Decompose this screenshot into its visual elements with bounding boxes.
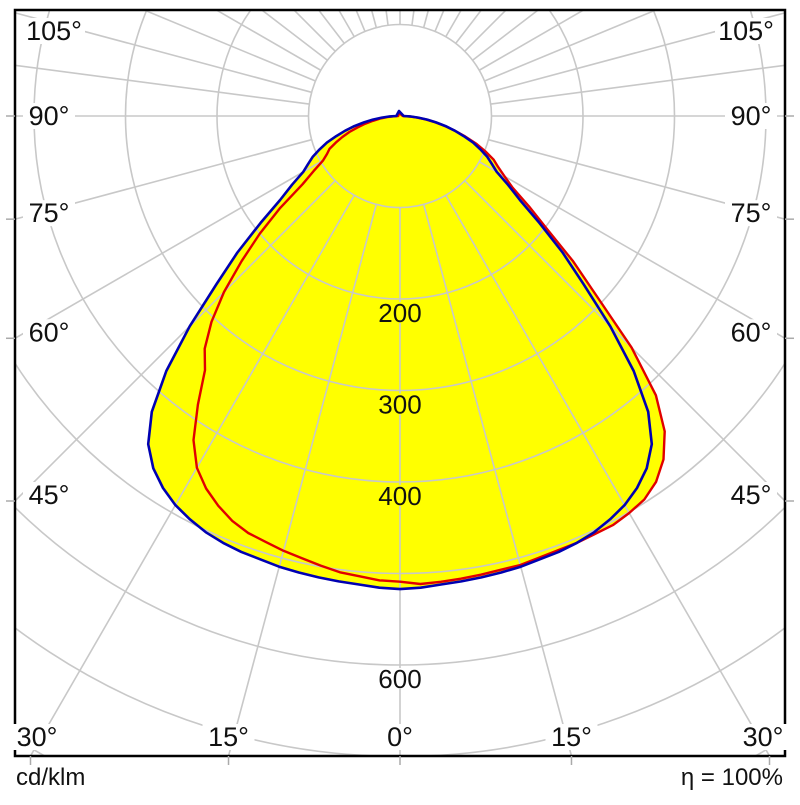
grid-spoke-45: [464, 180, 785, 503]
grid-spoke-75: [488, 138, 785, 220]
angle-label-left-45-text: 45°: [29, 480, 70, 510]
angle-label-right-75: 75°: [725, 198, 777, 228]
curve-red: [192, 111, 666, 586]
angle-label-left-30-text: 30°: [17, 722, 58, 752]
angle-label-right-15: 15°: [545, 722, 598, 752]
angle-label-left-105: 105°: [23, 16, 85, 46]
angle-label-right-45-text: 45°: [731, 480, 772, 510]
angle-label-right-45-bg: [725, 482, 777, 508]
angle-label-right-105-bg: [715, 18, 777, 44]
radial-label-200: 200: [375, 298, 425, 328]
angle-label-right-90-bg: [725, 103, 777, 129]
angle-label-left-75-bg: [23, 200, 75, 227]
grid-spoke-60: [478, 161, 785, 340]
angle-label-left-90: 90°: [23, 101, 75, 131]
angle-label-right-30-text: 30°: [743, 722, 784, 752]
grid-spoke-105: [15, 12, 312, 94]
angle-label-left-75: 75°: [23, 198, 75, 228]
grid-spoke-15: [422, 204, 573, 756]
angle-label-left-60-text: 60°: [29, 317, 70, 347]
angle-label-right-30-bg: [737, 724, 789, 750]
grid-spoke-45: [15, 180, 336, 503]
radial-label-text: 200: [378, 298, 421, 328]
angle-label-right-15-bg: [545, 724, 598, 750]
angle-label-left-90-bg: [23, 103, 75, 129]
angle-label-0-bg: [378, 724, 422, 750]
angle-label-left-60: 60°: [23, 317, 75, 347]
radial-label-bg: [375, 668, 425, 689]
angle-label-right-105-text: 105°: [718, 16, 774, 46]
efficiency-label: η = 100%: [680, 764, 783, 791]
radial-label-400: 400: [375, 481, 425, 511]
angle-label-left-45-bg: [23, 482, 75, 508]
angle-label-right-45: 45°: [725, 480, 777, 510]
angle-label-right-75-bg: [725, 200, 777, 227]
unit-label: cd/klm: [16, 764, 86, 791]
angle-label-left-45: 45°: [23, 480, 75, 510]
angle-label-right-60-bg: [725, 319, 777, 346]
grid-spoke-30: [445, 194, 771, 756]
radial-label-text: 600: [378, 664, 421, 694]
angle-label-right-30: 30°: [737, 722, 789, 752]
angle-label-right-90-text: 90°: [731, 101, 772, 131]
radial-label-text: 400: [378, 481, 421, 511]
frame-ticks: [6, 115, 794, 765]
radial-label-600: 600: [375, 664, 425, 694]
angle-label-right-75-text: 75°: [731, 198, 772, 228]
angle-label-0-text: 0°: [387, 722, 413, 752]
angle-label-left-30: 30°: [11, 722, 63, 752]
angle-label-left-15-text: 15°: [208, 722, 249, 752]
angle-label-left-60-bg: [23, 319, 75, 346]
radial-label-text: 300: [378, 390, 421, 420]
grid-spoke-105: [488, 12, 785, 94]
angle-label-left-15-bg: [202, 724, 255, 750]
angle-label-left-15: 15°: [202, 722, 255, 752]
angle-label-right-90: 90°: [725, 101, 777, 131]
angle-label-right-60-text: 60°: [731, 317, 772, 347]
radial-label-bg: [375, 302, 425, 323]
angle-label-left-30-bg: [11, 724, 63, 750]
grid-spoke-97.5: [490, 64, 785, 105]
angle-label-0: 0°: [378, 722, 422, 752]
grid-spoke-30: [29, 194, 355, 756]
angle-label-left-75-text: 75°: [29, 198, 70, 228]
grid-spoke-15: [227, 204, 378, 756]
angle-label-left-105-text: 105°: [26, 16, 82, 46]
grid-spoke-112.5: [142, 10, 316, 82]
angle-label-left-90-text: 90°: [29, 101, 70, 131]
curve-blue: [146, 109, 654, 591]
grid-spoke-75: [15, 138, 312, 220]
angle-label-left-105-bg: [23, 18, 85, 44]
grid-spoke-60: [15, 161, 322, 340]
angle-label-right-105: 105°: [715, 16, 777, 46]
radial-label-bg: [375, 393, 425, 415]
grid-spoke-112.5: [484, 10, 658, 82]
grid-spoke-97.5: [15, 64, 310, 105]
radial-label-300: 300: [375, 390, 425, 420]
angle-label-right-15-text: 15°: [551, 722, 592, 752]
angle-label-right-60: 60°: [725, 317, 777, 347]
radial-label-bg: [375, 485, 425, 506]
